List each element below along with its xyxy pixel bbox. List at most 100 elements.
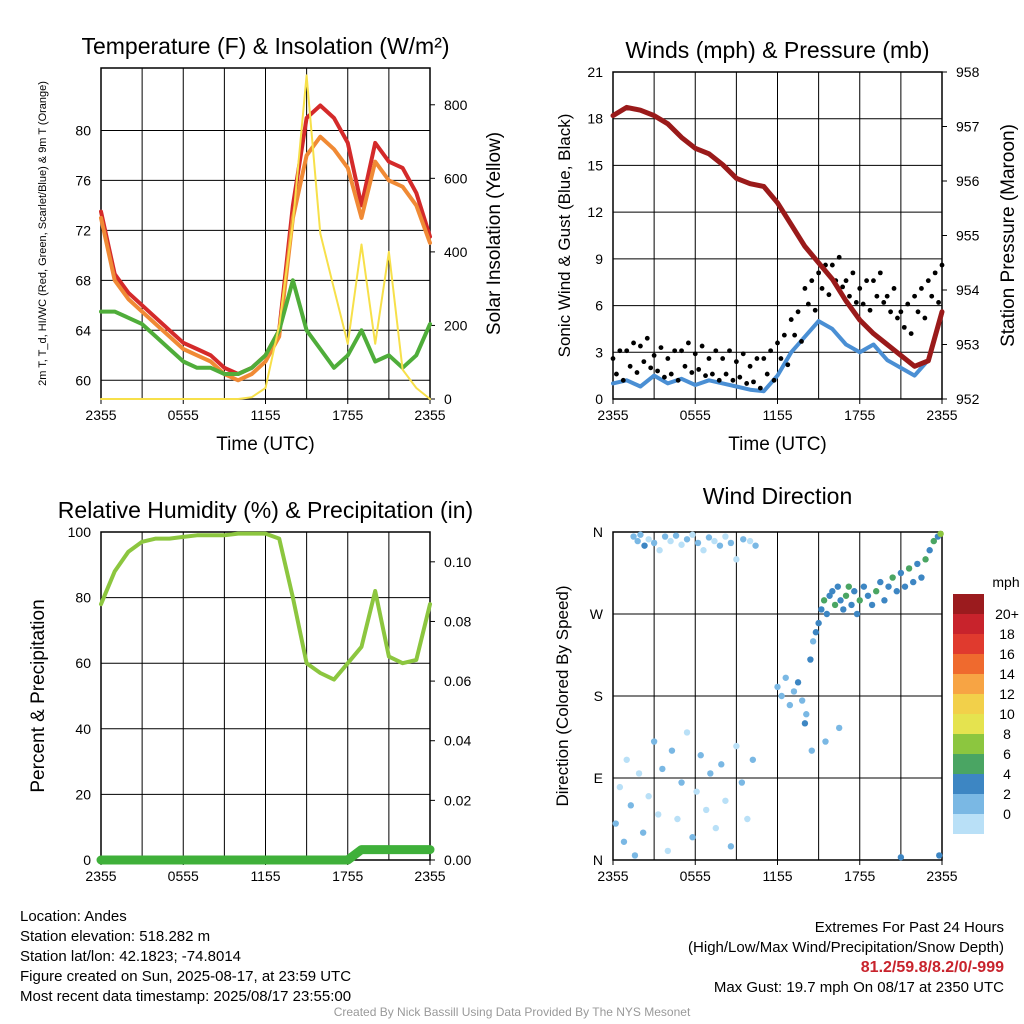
y-tick-label: 72 [75, 222, 91, 238]
gust-point [751, 379, 756, 385]
y-tick-label: 20 [75, 786, 91, 802]
y-tick-label: 18 [587, 111, 603, 127]
direction-point [637, 531, 644, 538]
direction-point [901, 583, 909, 590]
gust-point [627, 363, 633, 369]
direction-point [840, 606, 847, 613]
gust-point [730, 377, 736, 383]
x-tick-label: 2355 [85, 407, 116, 423]
y-right-tick-label: 600 [444, 170, 468, 186]
colorbar-swatch [953, 734, 984, 754]
y-tick-label: N [593, 852, 603, 868]
chart-panel-1: 2355 0555 1155 1755 2355 Winds (mph) & Pressu… [555, 37, 1019, 455]
x-tick-label: 1755 [332, 407, 363, 423]
x-tick-label: 1155 [762, 407, 792, 423]
direction-point [678, 779, 685, 786]
direction-point [918, 574, 925, 581]
gust-point [733, 359, 739, 365]
series-line-1 [96, 845, 435, 865]
gust-point [631, 340, 636, 346]
direction-point [733, 556, 740, 563]
y-tick-label: 64 [75, 322, 91, 338]
x-tick-label: 2355 [414, 407, 445, 423]
y-tick-label: 21 [587, 64, 603, 80]
gust-point [624, 348, 630, 354]
gust-point [877, 270, 883, 276]
gust-point [915, 309, 921, 315]
gust-point [826, 292, 832, 298]
y-tick-label: 3 [595, 344, 603, 360]
colorbar-label: 14 [999, 666, 1015, 682]
colorbar-label: 16 [999, 646, 1015, 662]
direction-point [631, 852, 639, 859]
direction-point [812, 629, 820, 636]
y-axis-label: Percent & Precipitation [28, 599, 49, 792]
extremes-subtitle: (High/Low/Max Wind/Precipitation/Snow De… [688, 939, 1004, 956]
gust-point [662, 374, 667, 380]
direction-point [689, 531, 696, 538]
direction-point [853, 610, 861, 618]
gust-point [696, 367, 702, 372]
y-right-axis-label: Station Pressure (Maroon) [998, 124, 1019, 347]
chart-title: Winds (mph) & Pressure (mb) [625, 37, 929, 63]
direction-point [738, 779, 746, 786]
colorbar-swatch [953, 714, 984, 734]
credit-line: Created By Nick Bassill Using Data Provi… [333, 1005, 691, 1019]
direction-point [689, 834, 696, 841]
direction-point [937, 530, 944, 538]
direction-point [914, 560, 921, 568]
chart-panel-0: 2355 0555 1155 1755 2355 Temperature (F) & In… [37, 33, 505, 455]
direction-point [667, 537, 674, 545]
direction-point [845, 583, 852, 590]
direction-point [718, 761, 725, 768]
chart-title: Temperature (F) & Insolation (W/m²) [81, 33, 449, 59]
direction-point [683, 536, 691, 543]
gust-point [874, 293, 880, 299]
chart-panel-2: 2355 0555 1155 1755 2355 Relative Humidity (%… [28, 497, 473, 884]
y-right-tick-label: 957 [956, 119, 980, 135]
direction-point [707, 770, 714, 777]
direction-point [801, 720, 809, 727]
x-tick-label: 2355 [597, 868, 628, 884]
y-right-tick-label: 0.06 [444, 673, 471, 689]
direction-point [700, 547, 707, 554]
x-tick-label: 2355 [85, 868, 116, 884]
direction-point [722, 533, 729, 540]
y-tick-label: 12 [587, 204, 603, 220]
x-tick-label: 1755 [844, 407, 875, 423]
direction-point [831, 601, 839, 609]
direction-point [661, 533, 669, 540]
x-tick-label: 0555 [680, 868, 711, 884]
gust-point [672, 348, 678, 354]
direction-point [744, 815, 751, 823]
gust-point [799, 338, 804, 344]
direction-point [926, 547, 933, 554]
y-tick-label: 6 [595, 298, 603, 314]
y-right-tick-label: 0.00 [444, 852, 471, 868]
gust-point [809, 278, 815, 284]
direction-point [712, 824, 720, 832]
gust-point [641, 359, 647, 365]
direction-point [922, 556, 929, 563]
direction-point [851, 588, 858, 595]
direction-point [616, 783, 624, 791]
colorbar-swatch [953, 634, 984, 654]
gust-point [709, 371, 715, 377]
direction-point [620, 838, 628, 845]
direction-point [856, 597, 863, 604]
colorbar-label: 8 [1003, 726, 1011, 742]
y-right-tick-label: 953 [956, 337, 980, 353]
y-tick-label: 40 [75, 721, 91, 737]
direction-point [897, 569, 905, 577]
direction-point [749, 756, 757, 763]
series-line-1 [99, 134, 432, 383]
x-tick-label: 0555 [168, 868, 199, 884]
direction-point [711, 537, 718, 545]
colorbar-swatch [953, 814, 984, 834]
direction-point [697, 752, 704, 759]
direction-point [820, 597, 828, 604]
y-axis-label: Direction (Colored By Speed) [553, 585, 572, 806]
gust-point [692, 351, 698, 357]
y-tick-label: 15 [587, 157, 603, 173]
direction-point [889, 574, 896, 581]
